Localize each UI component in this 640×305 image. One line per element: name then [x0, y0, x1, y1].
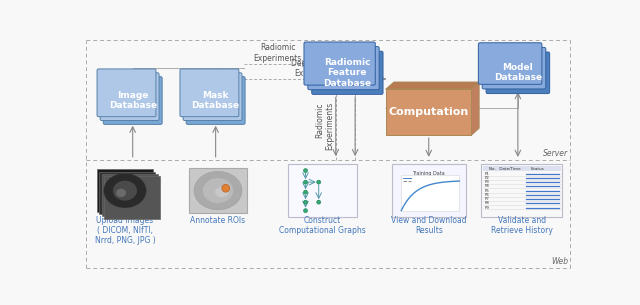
Text: P2: P2: [484, 176, 489, 180]
Text: Radiomic
Feature
Database: Radiomic Feature Database: [323, 58, 371, 88]
Text: P7: P7: [484, 197, 489, 201]
FancyBboxPatch shape: [486, 52, 550, 94]
Polygon shape: [386, 82, 479, 89]
Text: Model
Database: Model Database: [494, 63, 542, 82]
Text: Mask
Database: Mask Database: [191, 91, 240, 110]
FancyBboxPatch shape: [312, 51, 383, 94]
Ellipse shape: [116, 189, 125, 197]
Ellipse shape: [104, 173, 147, 208]
Ellipse shape: [194, 171, 242, 210]
Text: Radiomic
Experiments: Radiomic Experiments: [253, 43, 301, 63]
Ellipse shape: [202, 178, 234, 203]
Text: P6: P6: [484, 193, 489, 197]
Text: P1: P1: [484, 172, 489, 176]
Text: Training Data: Training Data: [412, 170, 445, 176]
Text: P8: P8: [484, 201, 489, 205]
Circle shape: [303, 200, 307, 204]
Text: No.   Date/Time        Status: No. Date/Time Status: [489, 167, 543, 171]
Text: P5: P5: [484, 188, 489, 192]
FancyBboxPatch shape: [478, 43, 542, 84]
Text: Computation: Computation: [388, 107, 469, 117]
Text: Image
Database: Image Database: [109, 91, 157, 110]
Text: Validate and
Retrieve History: Validate and Retrieve History: [491, 216, 553, 235]
Circle shape: [222, 185, 230, 192]
Text: P4: P4: [484, 184, 489, 188]
FancyBboxPatch shape: [308, 47, 379, 90]
Circle shape: [317, 180, 321, 184]
Text: View and Download
Results: View and Download Results: [391, 216, 467, 235]
Text: Web: Web: [551, 257, 568, 266]
Bar: [102, 174, 157, 216]
Bar: [401, 175, 460, 211]
Bar: [392, 164, 465, 217]
Bar: [386, 89, 472, 135]
Bar: [288, 164, 358, 217]
FancyBboxPatch shape: [183, 73, 242, 120]
Bar: [483, 166, 561, 171]
Ellipse shape: [113, 181, 136, 200]
Text: P3: P3: [484, 180, 489, 184]
Text: Server: Server: [543, 149, 568, 158]
Bar: [97, 169, 153, 212]
Circle shape: [317, 200, 321, 204]
Ellipse shape: [215, 187, 229, 198]
Text: Upload Images
( DICOM, NIfTI,
Nrrd, PNG, JPG ): Upload Images ( DICOM, NIfTI, Nrrd, PNG,…: [95, 216, 156, 246]
FancyBboxPatch shape: [97, 69, 156, 117]
FancyBboxPatch shape: [100, 73, 159, 120]
Bar: [189, 168, 247, 213]
Text: Annotate ROIs: Annotate ROIs: [190, 216, 246, 224]
Polygon shape: [472, 82, 479, 135]
Bar: [481, 164, 563, 217]
Text: Construct
Computational Graphs: Construct Computational Graphs: [279, 216, 366, 235]
Text: Deep Learning
Experiments: Deep Learning Experiments: [291, 59, 347, 78]
FancyBboxPatch shape: [304, 42, 375, 85]
Circle shape: [303, 180, 307, 184]
FancyBboxPatch shape: [482, 47, 546, 89]
Text: Radiomic
Experiments: Radiomic Experiments: [315, 102, 334, 150]
Bar: [99, 172, 155, 214]
FancyBboxPatch shape: [186, 77, 245, 124]
FancyBboxPatch shape: [180, 69, 239, 117]
Bar: [104, 176, 160, 219]
Text: P9: P9: [484, 206, 489, 210]
Circle shape: [303, 190, 307, 194]
FancyBboxPatch shape: [103, 77, 162, 124]
Circle shape: [303, 209, 307, 213]
Circle shape: [303, 169, 307, 173]
